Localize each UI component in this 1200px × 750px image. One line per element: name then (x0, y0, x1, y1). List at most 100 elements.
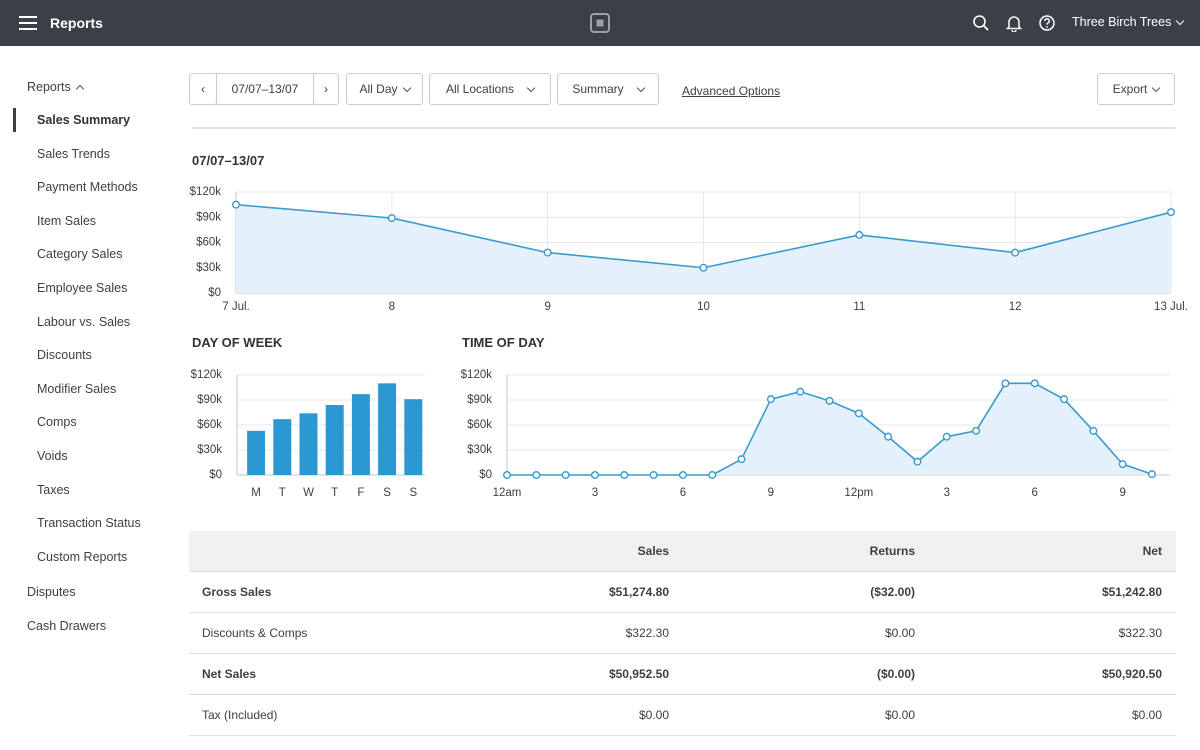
y-tick-label: $30k (197, 444, 222, 456)
x-tick-label: F (357, 487, 364, 499)
export-button[interactable]: Export (1097, 73, 1175, 105)
view-filter-label: Summary (572, 82, 624, 96)
point (1118, 460, 1127, 469)
location-filter[interactable]: All Locations (429, 73, 551, 105)
point (678, 471, 687, 480)
sidebar-section[interactable]: Disputes (27, 585, 76, 599)
point (825, 396, 834, 405)
sidebar-item[interactable]: Sales Trends (37, 146, 110, 161)
point (884, 432, 893, 441)
bar (325, 405, 344, 475)
table-cell: $0.00 (1131, 708, 1162, 722)
x-tick-label: 12 (1009, 301, 1022, 313)
help-icon[interactable] (1038, 14, 1056, 32)
point (532, 471, 541, 480)
sidebar-item[interactable]: Voids (37, 449, 68, 463)
table-cell: $0.00 (884, 708, 915, 722)
point (1147, 470, 1156, 479)
sidebar-item[interactable]: Comps (37, 415, 77, 430)
point (1001, 379, 1010, 388)
point (1060, 395, 1069, 404)
bar (404, 399, 423, 475)
x-tick-label: 12pm (844, 487, 873, 499)
table-cell: $51,274.80 (608, 585, 669, 599)
location-filter-label: All Locations (445, 82, 515, 96)
y-tick-label: $120k (190, 186, 222, 198)
divider (192, 127, 1175, 129)
y-tick-label: $0 (479, 469, 492, 481)
sidebar-item[interactable]: Employee Sales (37, 281, 128, 295)
x-tick-label: S (409, 487, 417, 499)
x-tick-label: 9 (544, 301, 550, 313)
point (766, 395, 775, 404)
table-row: Gross Sales $51,274.80 ($32.00) $51,242.80 (189, 572, 1176, 613)
date-range-label: 07/07–13/07 (231, 82, 299, 96)
table-row: Net Sales $50,952.50 ($0.00) $50,920.50 (189, 654, 1176, 695)
sidebar-item[interactable]: Modifier Sales (37, 381, 117, 396)
y-tick-label: $60k (197, 419, 222, 431)
chart-title: TIME OF DAY (462, 335, 545, 350)
sidebar-item[interactable]: Discounts (37, 348, 92, 363)
notifications-icon[interactable] (1005, 14, 1023, 32)
table-row: Tax (Included) $0.00 $0.00 $0.00 (189, 695, 1176, 736)
point (1011, 248, 1020, 257)
sidebar-item[interactable]: Category Sales (37, 247, 123, 262)
view-filter[interactable]: Summary (557, 73, 659, 105)
y-tick-label: $90k (196, 211, 221, 223)
table-header: Sales Returns Net (189, 531, 1176, 572)
advanced-options-link[interactable]: Advanced Options (682, 84, 781, 98)
point (855, 230, 864, 239)
point (543, 248, 552, 257)
sidebar-item[interactable]: Custom Reports (37, 549, 128, 564)
time-filter[interactable]: All Day (346, 73, 423, 105)
bar (247, 430, 266, 475)
sidebar-item[interactable]: Sales Summary (37, 113, 131, 127)
x-tick-label: W (303, 487, 314, 499)
sidebar-section[interactable]: Reports (27, 80, 85, 94)
summary-table: Sales Returns Net Gross Sales $51,274.80 ($32… (189, 531, 1176, 736)
x-tick-label: M (251, 487, 261, 499)
table-cell: ($32.00) (870, 585, 915, 599)
y-tick-label: $90k (197, 394, 222, 406)
point (387, 214, 396, 223)
date-range[interactable]: 07/07–13/07 (216, 73, 314, 105)
area (507, 383, 1152, 475)
prev-button[interactable]: ‹ (189, 73, 217, 105)
active-indicator (13, 108, 16, 132)
x-tick-label: T (279, 487, 286, 499)
sidebar-item[interactable]: Payment Methods (37, 180, 138, 195)
bar (351, 394, 370, 475)
x-tick-label: 8 (389, 301, 395, 313)
menu-icon[interactable] (19, 16, 37, 30)
x-tick-label: 10 (697, 301, 710, 313)
point (590, 471, 599, 480)
table-cell: ($0.00) (876, 667, 915, 681)
search-icon[interactable] (972, 14, 990, 32)
account-menu[interactable]: Three Birch Trees (1072, 15, 1185, 29)
x-tick-label: 9 (768, 487, 774, 499)
point (1030, 379, 1039, 388)
y-tick-label: $0 (209, 469, 222, 481)
next-button[interactable]: › (313, 73, 339, 105)
sidebar-item[interactable]: Labour vs. Sales (37, 314, 131, 329)
point (796, 387, 805, 396)
app-title: Reports (50, 15, 103, 31)
row-label: Gross Sales (202, 585, 272, 599)
table-cell: $322.30 (1118, 626, 1162, 640)
x-tick-label: 13 Jul. (1154, 301, 1188, 313)
point (942, 432, 951, 441)
time-filter-label: All Day (359, 82, 398, 96)
table-cell: $51,242.80 (1101, 585, 1162, 599)
sidebar-item[interactable]: Taxes (37, 482, 70, 497)
row-label: Discounts & Comps (202, 626, 308, 640)
y-tick-label: $120k (191, 369, 223, 381)
y-tick-label: $30k (196, 262, 221, 274)
logo[interactable] (590, 13, 610, 33)
y-tick-label: $120k (461, 369, 493, 381)
sidebar-item[interactable]: Transaction Status (37, 516, 141, 531)
sidebar-section[interactable]: Cash Drawers (27, 618, 107, 633)
point (708, 471, 717, 480)
sidebar-section-label: Reports (27, 80, 71, 94)
row-label: Tax (Included) (202, 708, 278, 722)
sidebar-item[interactable]: Item Sales (37, 213, 97, 228)
